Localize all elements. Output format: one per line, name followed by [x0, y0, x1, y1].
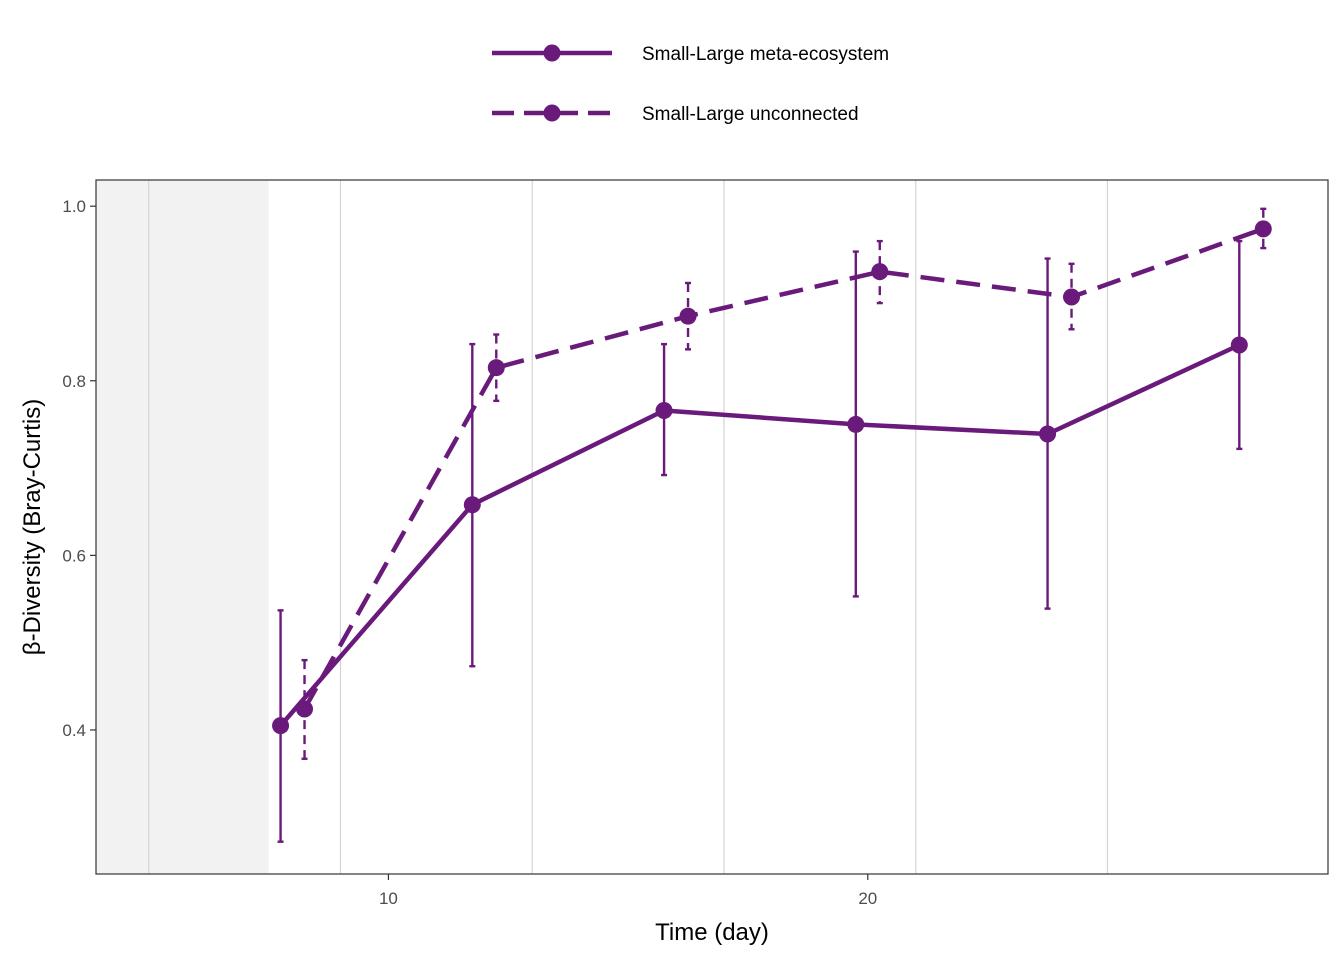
series-lines	[278, 226, 1265, 728]
data-point	[272, 717, 290, 735]
gridlines	[148, 180, 1109, 874]
legend-key-point	[543, 104, 561, 122]
data-point	[487, 359, 505, 377]
legend: Small-Large meta-ecosystem Small-Large un…	[492, 44, 889, 125]
data-point	[296, 700, 314, 718]
panel-background	[96, 180, 1328, 874]
y-axis-title: β-Diversity (Bray-Curtis)	[19, 399, 46, 655]
data-point	[871, 263, 889, 281]
plot-panel	[95, 179, 1329, 875]
y-tick-label: 1.0	[62, 197, 86, 216]
data-point	[463, 496, 481, 514]
axes: 0.4 0.6 0.8 1.0 10 20	[62, 197, 877, 908]
data-point	[1063, 288, 1081, 306]
y-tick-label: 0.6	[62, 546, 86, 565]
legend-key-point	[543, 44, 561, 62]
shaded-region	[96, 180, 269, 874]
series-line-unconnected	[302, 226, 1265, 711]
x-axis-title: Time (day)	[655, 919, 769, 946]
x-tick-label: 10	[379, 889, 398, 908]
data-point	[847, 415, 865, 433]
data-point	[1230, 336, 1248, 354]
panel-border	[95, 179, 1329, 875]
series-line-meta-ecosystem	[278, 342, 1241, 728]
y-tick-label: 0.8	[62, 372, 86, 391]
data-point	[1039, 425, 1057, 443]
data-point	[1254, 220, 1272, 238]
data-point	[679, 307, 697, 325]
legend-label: Small-Large meta-ecosystem	[642, 44, 889, 65]
x-tick-label: 20	[858, 889, 877, 908]
data-points	[272, 220, 1272, 735]
legend-label: Small-Large unconnected	[642, 104, 859, 125]
y-tick-label: 0.4	[62, 721, 86, 740]
data-point	[655, 401, 673, 419]
